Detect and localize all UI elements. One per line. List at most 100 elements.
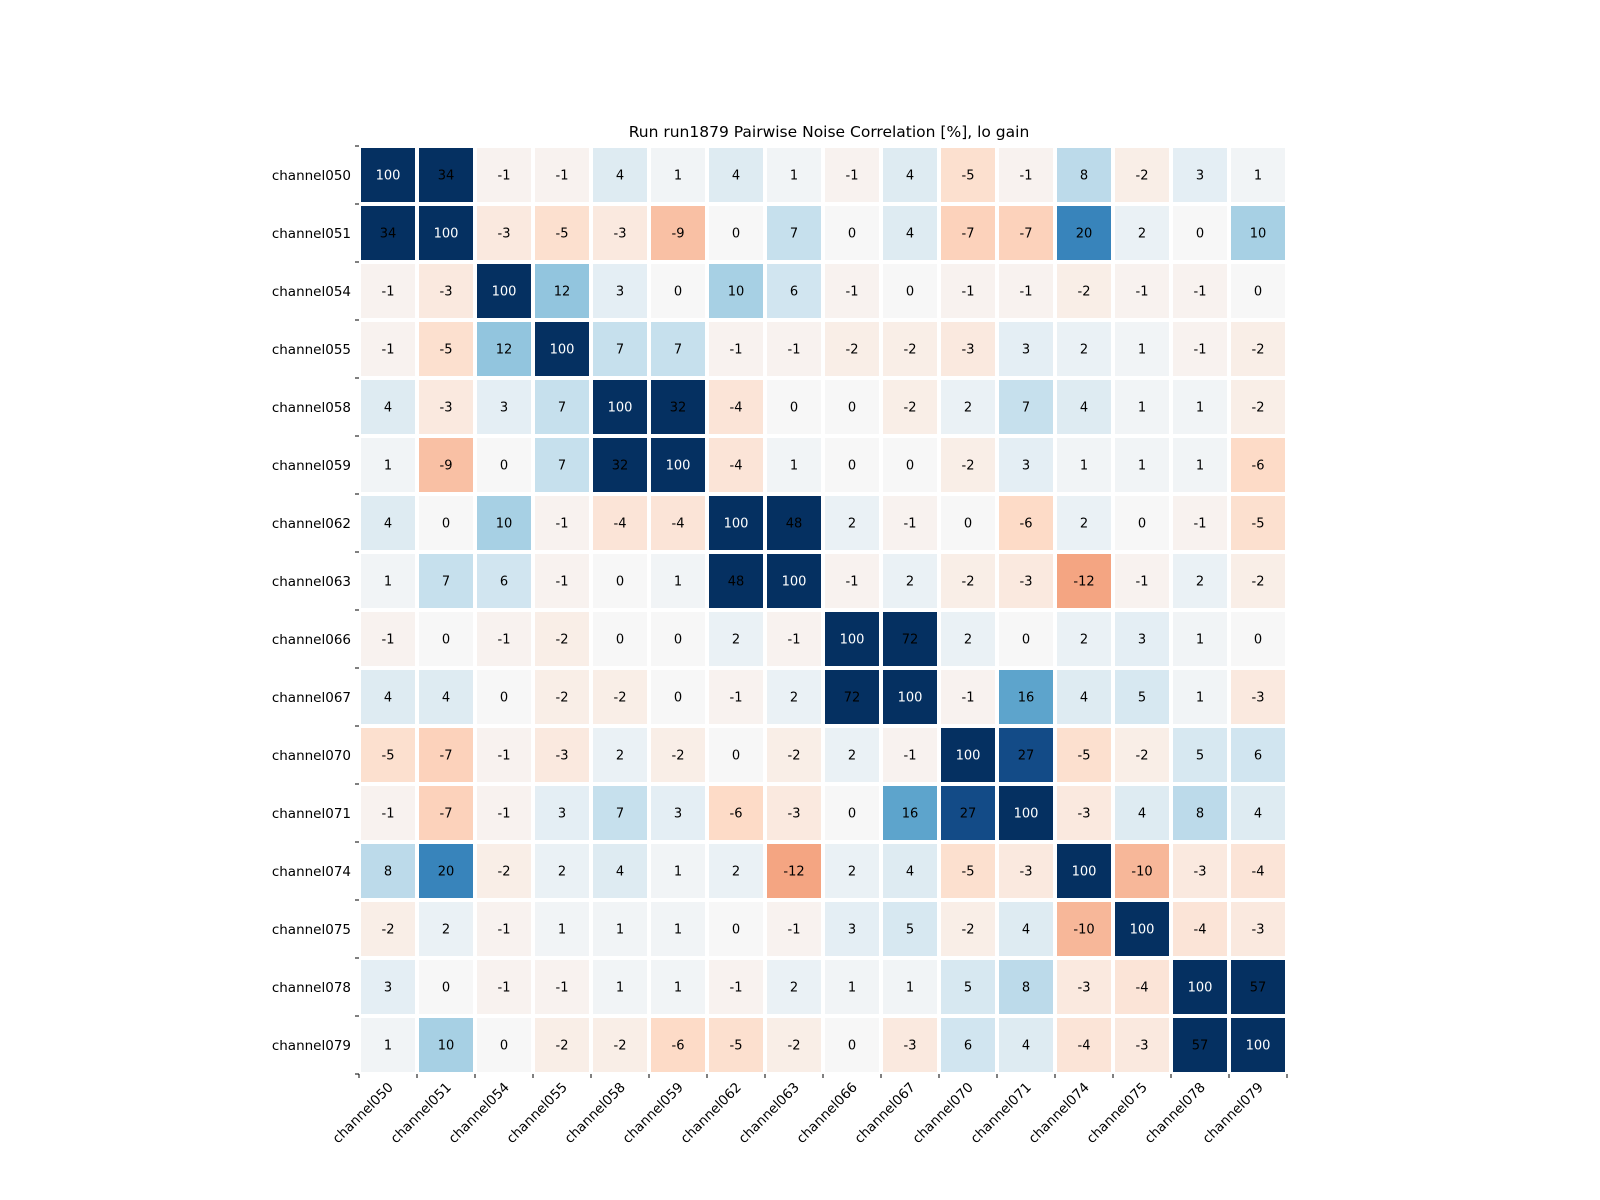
heatmap-cell-2-11 [999, 264, 1053, 318]
cell-value-6-5: -4 [672, 517, 685, 532]
cell-value-15-6: -5 [730, 1039, 743, 1054]
cell-value-1-3: -5 [556, 227, 569, 242]
heatmap-cell-12-4 [593, 844, 647, 898]
heatmap-cell-15-15 [1231, 1018, 1285, 1072]
cell-value-9-11: 16 [1018, 691, 1035, 706]
heatmap-cell-10-10 [941, 728, 995, 782]
heatmap-cell-7-10 [941, 554, 995, 608]
heatmap-cell-12-0 [361, 844, 415, 898]
heatmap-cell-9-1 [419, 670, 473, 724]
heatmap-cell-3-8 [825, 322, 879, 376]
cell-value-11-1: -7 [440, 807, 453, 822]
cell-value-7-11: -3 [1020, 575, 1033, 590]
cell-value-0-1: 34 [438, 169, 455, 184]
cell-value-14-9: 1 [906, 981, 914, 996]
cell-value-7-1: 7 [442, 575, 450, 590]
heatmap-cell-0-14 [1173, 148, 1227, 202]
cell-value-2-2: 100 [492, 285, 517, 300]
cell-value-9-10: -1 [962, 691, 975, 706]
cell-value-8-6: 2 [732, 633, 740, 648]
cell-value-3-4: 7 [616, 343, 624, 358]
cell-value-3-8: -2 [846, 343, 859, 358]
heatmap-cell-4-14 [1173, 380, 1227, 434]
cell-value-13-9: 5 [906, 923, 914, 938]
cell-value-10-5: -2 [672, 749, 685, 764]
cell-value-13-2: -1 [498, 923, 511, 938]
heatmap-cell-14-11 [999, 960, 1053, 1014]
cell-value-3-14: -1 [1194, 343, 1207, 358]
cell-value-8-4: 0 [616, 633, 624, 648]
x-label-13: channel075 [1084, 1080, 1151, 1147]
cell-value-10-15: 6 [1254, 749, 1262, 764]
cell-value-2-4: 3 [616, 285, 624, 300]
cell-value-1-0: 34 [380, 227, 397, 242]
cell-value-15-8: 0 [848, 1039, 856, 1054]
cell-value-7-9: 2 [906, 575, 914, 590]
cell-value-12-2: -2 [498, 865, 511, 880]
cell-value-0-15: 1 [1254, 169, 1262, 184]
x-label-14: channel078 [1142, 1080, 1209, 1147]
cell-value-5-12: 1 [1080, 459, 1088, 474]
heatmap-cell-13-12 [1057, 902, 1111, 956]
cell-value-5-9: 0 [906, 459, 914, 474]
heatmap-cell-5-7 [767, 438, 821, 492]
cell-value-8-2: -1 [498, 633, 511, 648]
cell-value-8-12: 2 [1080, 633, 1088, 648]
cell-value-10-7: -2 [788, 749, 801, 764]
heatmap-cell-10-1 [419, 728, 473, 782]
x-tick-labels: channel050channel051channel054channel055… [330, 1080, 1267, 1147]
cell-value-12-15: -4 [1252, 865, 1265, 880]
heatmap-cell-11-10 [941, 786, 995, 840]
cell-value-11-5: 3 [674, 807, 682, 822]
cell-value-12-8: 2 [848, 865, 856, 880]
cell-value-6-8: 2 [848, 517, 856, 532]
heatmap-cell-9-6 [709, 670, 763, 724]
cell-value-13-0: -2 [382, 923, 395, 938]
cell-value-9-4: -2 [614, 691, 627, 706]
heatmap-cell-7-7 [767, 554, 821, 608]
cell-value-2-5: 0 [674, 285, 682, 300]
cell-value-1-5: -9 [672, 227, 685, 242]
cell-value-14-14: 100 [1188, 981, 1213, 996]
cell-value-6-13: 0 [1138, 517, 1146, 532]
heatmap-cell-7-12 [1057, 554, 1111, 608]
heatmap-cell-9-4 [593, 670, 647, 724]
cell-value-1-11: -7 [1020, 227, 1033, 242]
cell-value-11-7: -3 [788, 807, 801, 822]
cell-value-3-6: -1 [730, 343, 743, 358]
cell-value-6-14: -1 [1194, 517, 1207, 532]
cell-value-10-2: -1 [498, 749, 511, 764]
cell-value-10-10: 100 [956, 749, 981, 764]
cell-value-8-5: 0 [674, 633, 682, 648]
heatmap-cell-1-9 [883, 206, 937, 260]
heatmap-cell-13-9 [883, 902, 937, 956]
cell-value-0-14: 3 [1196, 169, 1204, 184]
heatmap-cell-10-5 [651, 728, 705, 782]
y-label-1: channel051 [272, 226, 351, 242]
heatmap-cell-9-2 [477, 670, 531, 724]
heatmap-cell-15-2 [477, 1018, 531, 1072]
heatmap-cell-0-5 [651, 148, 705, 202]
heatmap-cell-4-10 [941, 380, 995, 434]
cell-value-14-15: 57 [1250, 981, 1267, 996]
heatmap-cell-13-15 [1231, 902, 1285, 956]
cell-value-10-1: -7 [440, 749, 453, 764]
cell-value-3-1: -5 [440, 343, 453, 358]
cell-value-3-10: -3 [962, 343, 975, 358]
heatmap-cell-11-5 [651, 786, 705, 840]
cell-value-6-6: 100 [724, 517, 749, 532]
cell-value-3-15: -2 [1252, 343, 1265, 358]
heatmap-cell-6-1 [419, 496, 473, 550]
heatmap-cell-8-14 [1173, 612, 1227, 666]
heatmap-cell-14-5 [651, 960, 705, 1014]
heatmap-cell-13-5 [651, 902, 705, 956]
cell-value-4-10: 2 [964, 401, 972, 416]
cell-value-6-15: -5 [1252, 517, 1265, 532]
heatmap-cell-0-12 [1057, 148, 1111, 202]
heatmap-cell-13-11 [999, 902, 1053, 956]
heatmap-cell-0-8 [825, 148, 879, 202]
y-label-3: channel055 [272, 342, 351, 358]
cell-value-2-14: -1 [1194, 285, 1207, 300]
cell-value-14-7: 2 [790, 981, 798, 996]
